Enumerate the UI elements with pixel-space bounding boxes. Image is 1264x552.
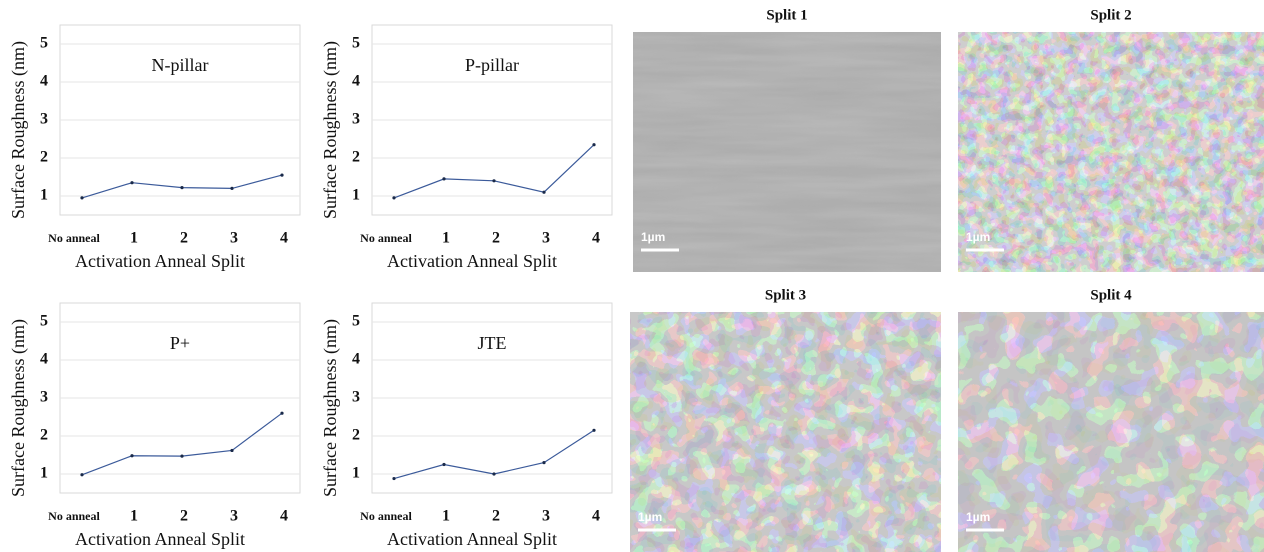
- x-tick-label: 2: [180, 508, 188, 525]
- x-axis-label: Activation Anneal Split: [387, 251, 557, 271]
- data-point: [280, 174, 283, 177]
- x-tick-label: 2: [180, 230, 188, 247]
- data-point: [230, 449, 233, 452]
- sem-texture: [958, 312, 1264, 552]
- y-tick-label: 2: [352, 427, 360, 444]
- image-title: Split 1: [766, 7, 807, 23]
- x-tick-label: No anneal: [48, 231, 100, 245]
- x-tick-label: 3: [542, 230, 550, 247]
- x-tick-label: 1: [130, 508, 138, 525]
- x-axis-label: Activation Anneal Split: [75, 251, 245, 271]
- y-tick-label: 2: [352, 149, 360, 166]
- data-point: [130, 181, 133, 184]
- data-point: [230, 187, 233, 190]
- data-point: [492, 472, 495, 475]
- y-tick-label: 1: [40, 187, 48, 204]
- image-title: Split 3: [765, 287, 806, 303]
- x-tick-label: 3: [542, 508, 550, 525]
- x-tick-label: 3: [230, 230, 238, 247]
- x-tick-label: 4: [280, 230, 288, 247]
- data-line: [394, 145, 594, 198]
- sem-texture: [958, 32, 1264, 272]
- y-tick-label: 3: [352, 111, 360, 128]
- y-tick-label: 3: [352, 389, 360, 406]
- y-axis-label: Surface Roughness (nm): [320, 41, 341, 219]
- y-tick-label: 3: [40, 389, 48, 406]
- sem-texture: [633, 32, 941, 272]
- data-point: [130, 454, 133, 457]
- data-point: [592, 429, 595, 432]
- data-line: [394, 430, 594, 478]
- x-tick-label: 2: [492, 508, 500, 525]
- y-tick-label: 5: [40, 35, 48, 52]
- chart-title: P-pillar: [465, 55, 519, 75]
- image-title: Split 4: [1090, 287, 1132, 303]
- chart-title: P+: [170, 333, 190, 353]
- sem-texture: [630, 312, 941, 552]
- y-tick-label: 3: [40, 111, 48, 128]
- scale-bar-label: 1µm: [638, 510, 662, 524]
- x-tick-label: 1: [442, 508, 450, 525]
- y-tick-label: 2: [40, 149, 48, 166]
- data-point: [180, 455, 183, 458]
- x-tick-label: 2: [492, 230, 500, 247]
- data-point: [492, 179, 495, 182]
- data-point: [80, 196, 83, 199]
- scale-bar-label: 1µm: [966, 230, 990, 244]
- y-tick-label: 5: [40, 313, 48, 330]
- scale-bar-label: 1µm: [641, 230, 665, 244]
- x-axis-label: Activation Anneal Split: [387, 529, 557, 549]
- y-axis-label: Surface Roughness (nm): [320, 319, 341, 497]
- x-tick-label: No anneal: [360, 509, 412, 523]
- x-tick-label: 4: [592, 230, 600, 247]
- y-tick-label: 5: [352, 35, 360, 52]
- scale-bar-label: 1µm: [966, 510, 990, 524]
- x-tick-label: 4: [280, 508, 288, 525]
- figure: 1 2 3 4 5 No anneal 1 2 3 4 N-pillar Activation Ann…: [0, 0, 1264, 552]
- y-tick-label: 5: [352, 313, 360, 330]
- y-axis-label: Surface Roughness (nm): [8, 41, 29, 219]
- data-point: [280, 412, 283, 415]
- x-axis-label: Activation Anneal Split: [75, 529, 245, 549]
- x-tick-label: 1: [442, 230, 450, 247]
- data-line: [82, 413, 282, 475]
- data-point: [442, 463, 445, 466]
- y-tick-label: 4: [40, 73, 48, 90]
- y-tick-label: 4: [40, 351, 48, 368]
- x-tick-label: 4: [592, 508, 600, 525]
- data-point: [392, 477, 395, 480]
- x-tick-label: 3: [230, 508, 238, 525]
- y-tick-label: 1: [40, 465, 48, 482]
- data-point: [442, 177, 445, 180]
- data-point: [80, 473, 83, 476]
- data-point: [542, 191, 545, 194]
- y-tick-label: 1: [352, 465, 360, 482]
- y-tick-label: 2: [40, 427, 48, 444]
- y-tick-label: 1: [352, 187, 360, 204]
- data-point: [542, 461, 545, 464]
- chart-title: N-pillar: [152, 55, 209, 75]
- y-tick-label: 4: [352, 351, 360, 368]
- data-point: [180, 186, 183, 189]
- data-point: [592, 143, 595, 146]
- image-title: Split 2: [1090, 7, 1131, 23]
- y-axis-label: Surface Roughness (nm): [8, 319, 29, 497]
- x-tick-label: No anneal: [360, 231, 412, 245]
- y-tick-label: 4: [352, 73, 360, 90]
- x-tick-label: No anneal: [48, 509, 100, 523]
- data-point: [392, 196, 395, 199]
- x-tick-label: 1: [130, 230, 138, 247]
- chart-title: JTE: [478, 333, 507, 353]
